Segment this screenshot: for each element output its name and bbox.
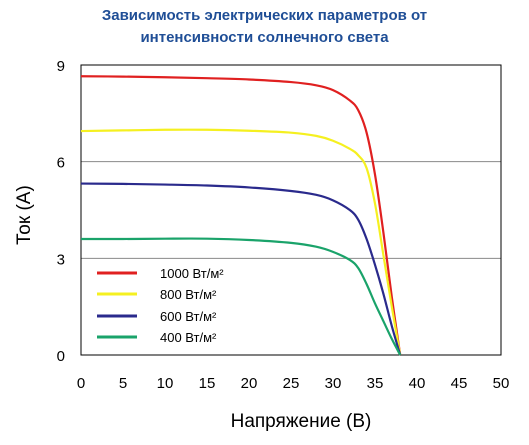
legend-label-3: 600 Вт/м²	[160, 309, 217, 324]
x-tick-label: 20	[241, 375, 258, 392]
x-tick-label: 40	[409, 375, 426, 392]
legend-label-1: 1000 Вт/м²	[160, 266, 224, 281]
series-lines	[80, 75, 402, 356]
plot-frame	[80, 64, 502, 356]
x-tick-label: 0	[77, 375, 85, 392]
series-line-4	[80, 237, 402, 356]
y-tick-label: 9	[57, 58, 65, 75]
x-axis-ticks: 0 5 10 15 20 25 30 35 40 45 50	[77, 375, 510, 392]
y-tick-label: 6	[57, 155, 65, 172]
y-tick-label: 0	[57, 348, 65, 365]
x-tick-label: 25	[283, 375, 300, 392]
legend-label-4: 400 Вт/м²	[160, 330, 217, 345]
chart-title-line-1: Зависимость электрических параметров от	[101, 7, 428, 24]
grid-lines	[81, 161, 501, 259]
chart-title-line-2: интенсивности солнечного света	[140, 29, 389, 46]
x-tick-label: 50	[493, 375, 510, 392]
series-line-2	[80, 128, 402, 356]
y-axis-label: Ток (А)	[14, 185, 35, 245]
legend-label-2: 800 Вт/м²	[160, 287, 217, 302]
x-tick-label: 5	[119, 375, 127, 392]
legend: 1000 Вт/м² 800 Вт/м² 600 Вт/м² 400 Вт/м²	[97, 266, 224, 345]
x-tick-label: 10	[157, 375, 174, 392]
y-tick-label: 3	[57, 251, 65, 268]
y-axis-ticks: 0 3 6 9	[57, 58, 65, 365]
series-line-3	[80, 182, 402, 356]
x-tick-label: 45	[451, 375, 468, 392]
series-line-1	[80, 75, 402, 356]
x-tick-label: 35	[367, 375, 384, 392]
x-tick-label: 15	[199, 375, 216, 392]
x-axis-label: Напряжение (В)	[231, 411, 372, 432]
x-tick-label: 30	[325, 375, 342, 392]
chart-title: Зависимость электрических параметров от …	[0, 5, 529, 49]
